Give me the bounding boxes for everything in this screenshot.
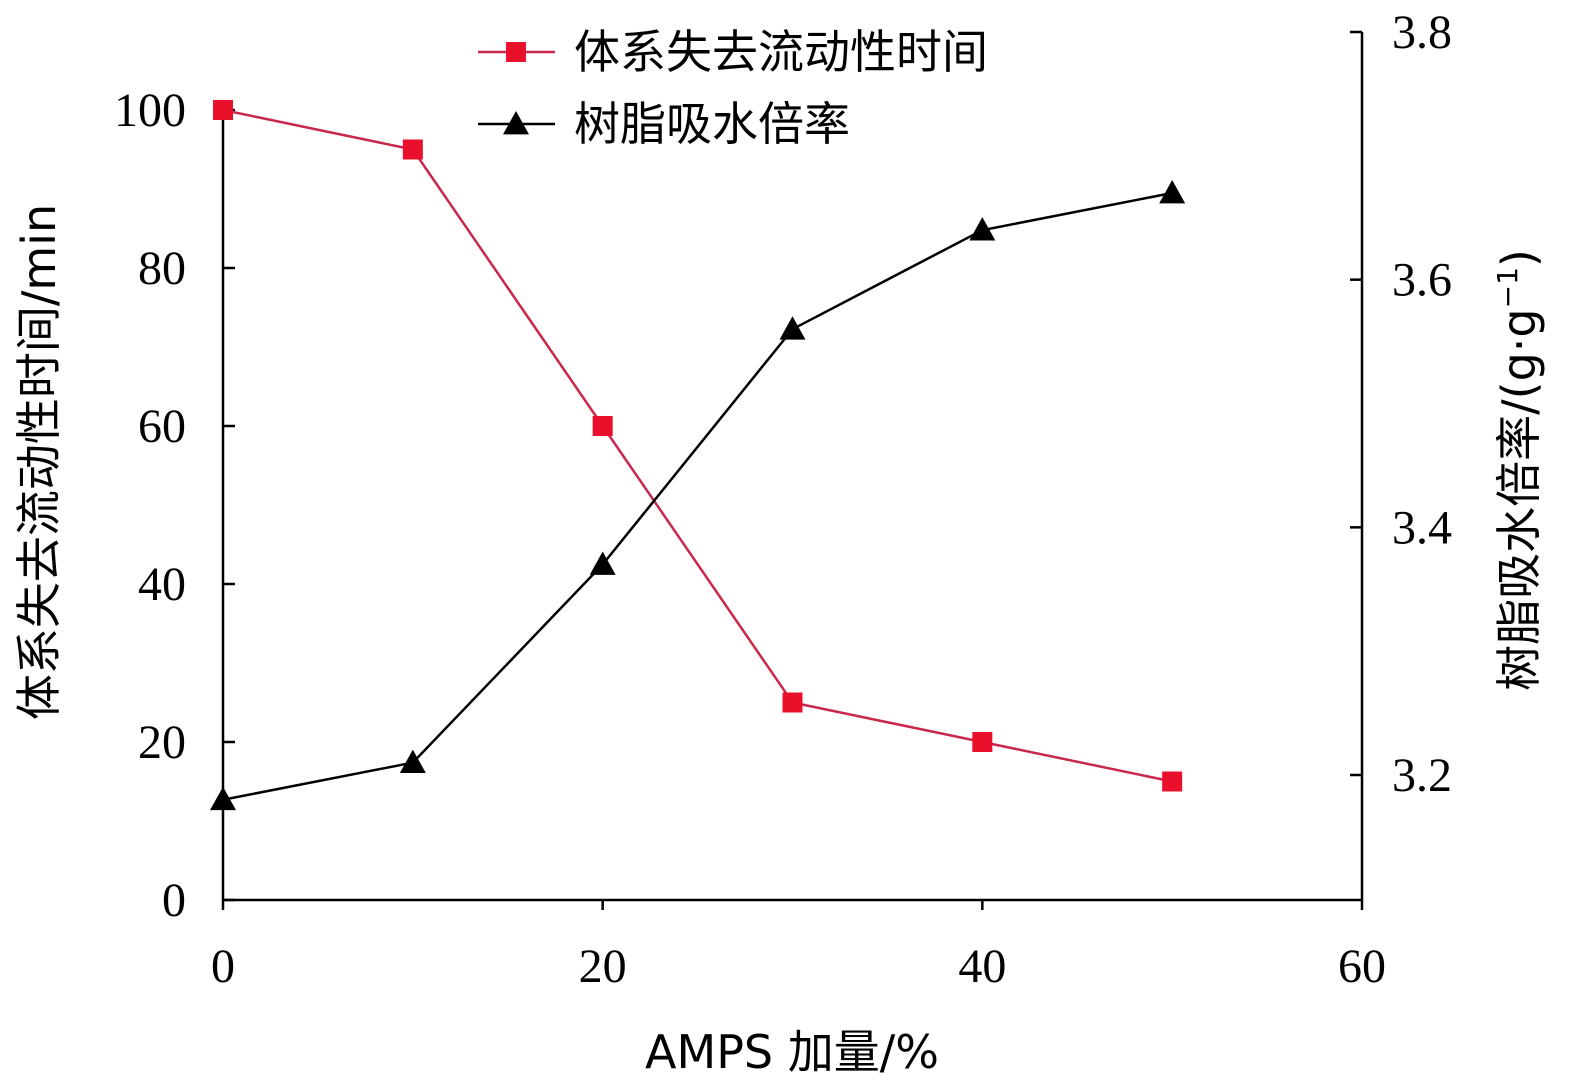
data-point-triangle <box>399 749 426 774</box>
right-y-tick-label: 3.2 <box>1392 749 1452 802</box>
x-tick-label: 60 <box>1338 940 1386 993</box>
legend-label: 体系失去流动性时间 <box>574 25 988 79</box>
legend-item: 体系失去流动性时间 <box>478 25 988 79</box>
series-line <box>222 108 1173 783</box>
left-y-tick-label: 80 <box>138 242 186 295</box>
left-y-tick-label: 60 <box>138 400 186 453</box>
data-point-square <box>782 692 803 713</box>
data-point-triangle <box>589 551 616 575</box>
series-water-absorption <box>210 179 1186 811</box>
x-tick-label: 0 <box>211 940 235 993</box>
right-y-tick-label: 3.8 <box>1392 6 1452 59</box>
data-point-triangle <box>1159 179 1186 204</box>
legend-label: 树脂吸水倍率 <box>574 97 850 151</box>
right-y-tick-label: 3.4 <box>1392 501 1452 554</box>
left-y-axis-title: 体系失去流动性时间/min <box>12 204 66 720</box>
data-point-square <box>213 100 233 120</box>
series-fluidity-loss-time <box>213 100 1183 792</box>
axis-titles: AMPS 加量/% 体系失去流动性时间/min 树脂吸水倍率/(g·g−1) <box>12 204 1546 1079</box>
series-line <box>222 191 1173 801</box>
right-y-axis-title-sup: −1 <box>1491 267 1524 308</box>
data-point-square <box>972 732 993 752</box>
right-y-tick-label: 3.6 <box>1392 254 1452 307</box>
x-tick-label: 20 <box>579 940 627 993</box>
data-point-triangle <box>969 217 996 241</box>
right-y-axis-title-main: 树脂吸水倍率/(g·g <box>1492 308 1546 690</box>
left-y-tick-label: 0 <box>162 874 186 927</box>
x-axis-title: AMPS 加量/% <box>645 1025 939 1079</box>
legend-item: 树脂吸水倍率 <box>478 97 850 151</box>
data-point-square <box>402 139 423 160</box>
data-point-triangle <box>779 316 806 340</box>
left-y-tick-label: 100 <box>114 84 186 137</box>
legend-marker-triangle <box>503 111 529 135</box>
data-point-square <box>1162 771 1183 792</box>
ticks: 0 20 40 60 0 20 40 60 80 100 3.2 3.4 3.6 3.8 <box>114 6 1452 993</box>
left-y-tick-label: 20 <box>138 716 186 769</box>
data-point-square <box>592 416 613 436</box>
right-y-axis-title-close: ) <box>1492 249 1546 267</box>
data-point-triangle <box>210 786 236 811</box>
legend-marker-square <box>506 42 526 62</box>
right-y-axis-title: 树脂吸水倍率/(g·g−1) <box>1491 249 1546 691</box>
x-tick-label: 40 <box>958 940 1006 993</box>
series <box>210 100 1186 811</box>
axes <box>221 32 1364 902</box>
left-y-tick-label: 40 <box>138 558 186 611</box>
